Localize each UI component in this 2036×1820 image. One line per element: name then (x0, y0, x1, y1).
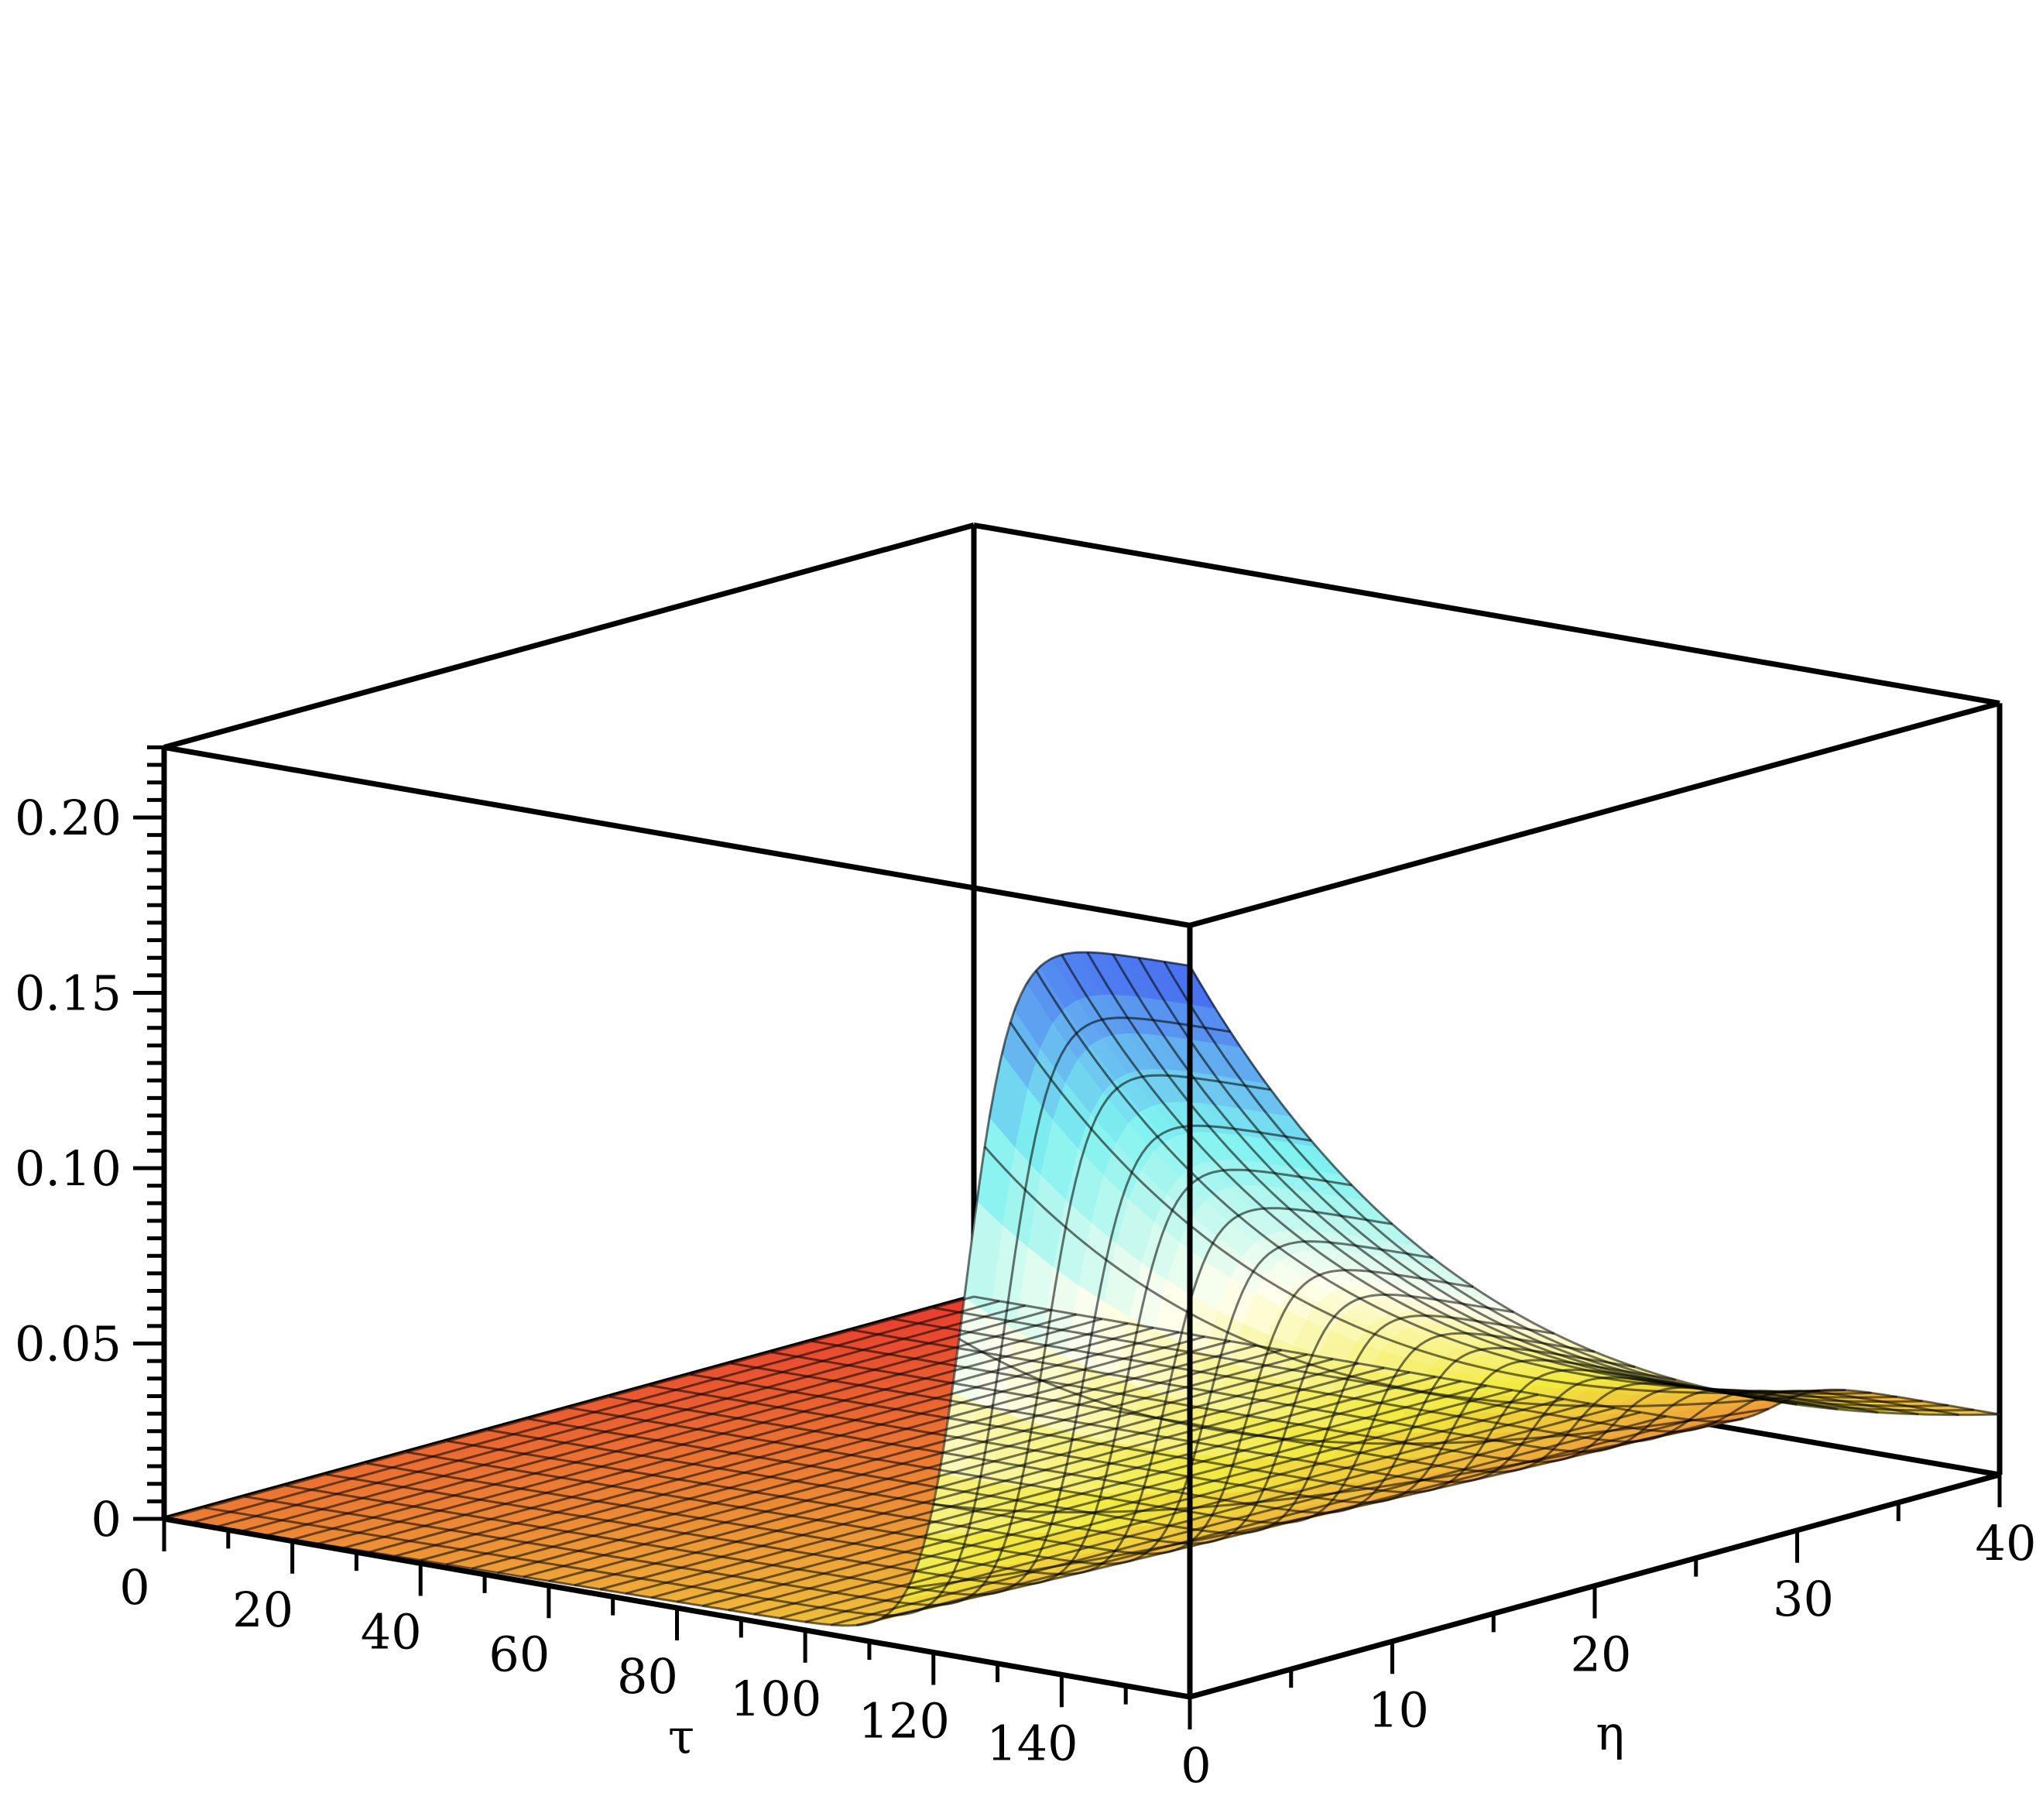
box-edge-top-back-left (163, 523, 975, 750)
z-tick-label: 0.10 (15, 1140, 122, 1197)
eta-tick-label: 10 (1368, 1681, 1429, 1738)
tau-tick-label: 80 (617, 1648, 678, 1705)
mesh-line-eta (730, 1362, 1757, 1483)
axes: 0 0.05 0.10 0.15 0.20 0 20 40 60 80 100 120 140 0 10 20… (15, 745, 2036, 1794)
mesh-line-eta (690, 1369, 1717, 1494)
tau-tick-label: 60 (488, 1626, 550, 1682)
eta-tick-label: 20 (1571, 1626, 1632, 1683)
tau-tick-label: 140 (986, 1715, 1078, 1771)
mesh-line-eta (933, 1306, 1959, 1433)
box-edge-top-front-left (163, 744, 1191, 928)
eta-tick-label: 30 (1773, 1571, 1834, 1627)
tau-tick-label: 0 (119, 1559, 149, 1616)
surface-mesh (163, 951, 2000, 1627)
mesh-line-eta (366, 1207, 1393, 1576)
mesh-line-eta (285, 1124, 1312, 1596)
box-edge-top-front-right (1189, 701, 2000, 928)
tau-tick-label: 100 (730, 1671, 821, 1727)
mesh-line-eta (973, 1295, 2000, 1423)
tau-tick-label: 120 (859, 1693, 950, 1750)
z-tick-label: 0 (91, 1491, 122, 1548)
mesh-line-eta (852, 1328, 1879, 1453)
tau-tick-label: 40 (361, 1604, 422, 1661)
mesh-line-eta (204, 1016, 1231, 1617)
z-tick-label: 0.20 (15, 790, 122, 846)
x-axis-title: τ (668, 1709, 694, 1765)
mesh-line-eta (568, 1332, 1596, 1524)
mesh-line-eta (811, 1339, 1839, 1463)
mesh-line-eta (488, 1294, 1514, 1545)
mesh-line-eta (447, 1269, 1474, 1555)
mesh-line-eta (406, 1240, 1434, 1565)
mesh-line-eta (893, 1318, 1919, 1443)
mesh-line-eta (245, 1074, 1271, 1606)
eta-tick-label: 0 (1181, 1737, 1211, 1794)
box-edge-top-back-right (973, 522, 2000, 706)
z-tick-label: 0.15 (15, 965, 122, 1022)
mesh-line-eta (528, 1314, 1554, 1535)
mesh-line-eta (609, 1346, 1636, 1514)
y-axis-title: η (1596, 1705, 1624, 1761)
eta-tick-label: 40 (1976, 1515, 2036, 1572)
tau-tick-label: 20 (232, 1582, 293, 1638)
mesh-line-eta (325, 1168, 1352, 1586)
z-tick-label: 0.05 (15, 1316, 122, 1373)
mesh-line-eta (771, 1351, 1798, 1473)
mesh-line-eta (650, 1359, 1676, 1504)
